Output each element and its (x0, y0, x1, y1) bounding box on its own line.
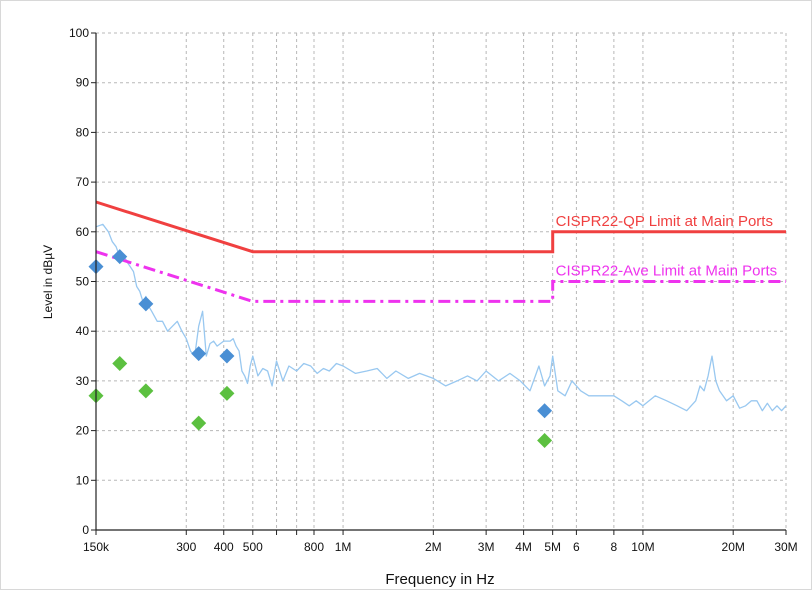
x-tick-label: 2M (425, 540, 442, 554)
ave-marker-point (219, 385, 235, 401)
y-axis-title: Level in dBµV (41, 245, 55, 319)
grid-layer (96, 32, 787, 530)
x-tick-label: 5M (544, 540, 561, 554)
y-tick-label: 40 (76, 324, 90, 338)
qp-marker-point (537, 403, 553, 419)
qp-marker-point (112, 249, 128, 265)
y-tick-label: 20 (76, 424, 90, 438)
y-tick-label: 70 (76, 175, 90, 189)
ave-marker-point (537, 433, 553, 449)
qp-limit-label: CISPR22-QP Limit at Main Ports (556, 213, 773, 230)
x-axis-title: Frequency in Hz (385, 571, 494, 588)
qp-limit-line (95, 200, 786, 254)
y-tick-label: 10 (76, 473, 90, 487)
x-tick-label: 8 (611, 540, 618, 554)
y-tick-label: 60 (76, 225, 90, 239)
qp-marker-point (191, 346, 207, 362)
ave-limit-line (95, 250, 786, 303)
y-tick-label: 80 (76, 125, 90, 139)
x-tick-label: 500 (243, 540, 263, 554)
x-tick-label: 400 (214, 540, 234, 554)
x-tick-label: 10M (631, 540, 654, 554)
x-tick-label: 4M (515, 540, 532, 554)
x-tick-label: 3M (478, 540, 495, 554)
axis-layer: 150k 300 400 500 800 1M 2M 3M 4M 5M 6 8 10M 20M 30M 0 10… (69, 26, 798, 554)
measurement-trace (95, 223, 787, 412)
qp-marker-point (138, 296, 154, 312)
qp-marker-point (219, 348, 235, 364)
x-tick-label: 6 (573, 540, 580, 554)
ave-marker-point (138, 383, 154, 399)
y-tick-label: 100 (69, 26, 89, 40)
x-tick-label: 150k (83, 540, 110, 554)
x-tick-label: 30M (774, 540, 797, 554)
x-tick-label: 300 (176, 540, 196, 554)
x-tick-label: 800 (304, 540, 324, 554)
x-tick-label: 1M (335, 540, 352, 554)
ave-marker-point (191, 415, 207, 431)
y-tick-label: 50 (76, 275, 90, 289)
data-layer: CISPR22-QP Limit at Main Ports CISPR22-Av… (88, 200, 787, 449)
x-tick-label: 20M (722, 540, 745, 554)
y-tick-label: 0 (82, 523, 89, 537)
y-tick-label: 90 (76, 76, 90, 90)
y-tick-label: 30 (76, 374, 90, 388)
ave-limit-label: CISPR22-Ave Limit at Main Ports (556, 263, 777, 280)
ave-marker-point (112, 356, 128, 372)
